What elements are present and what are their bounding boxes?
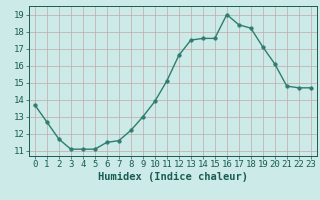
X-axis label: Humidex (Indice chaleur): Humidex (Indice chaleur) xyxy=(98,172,248,182)
